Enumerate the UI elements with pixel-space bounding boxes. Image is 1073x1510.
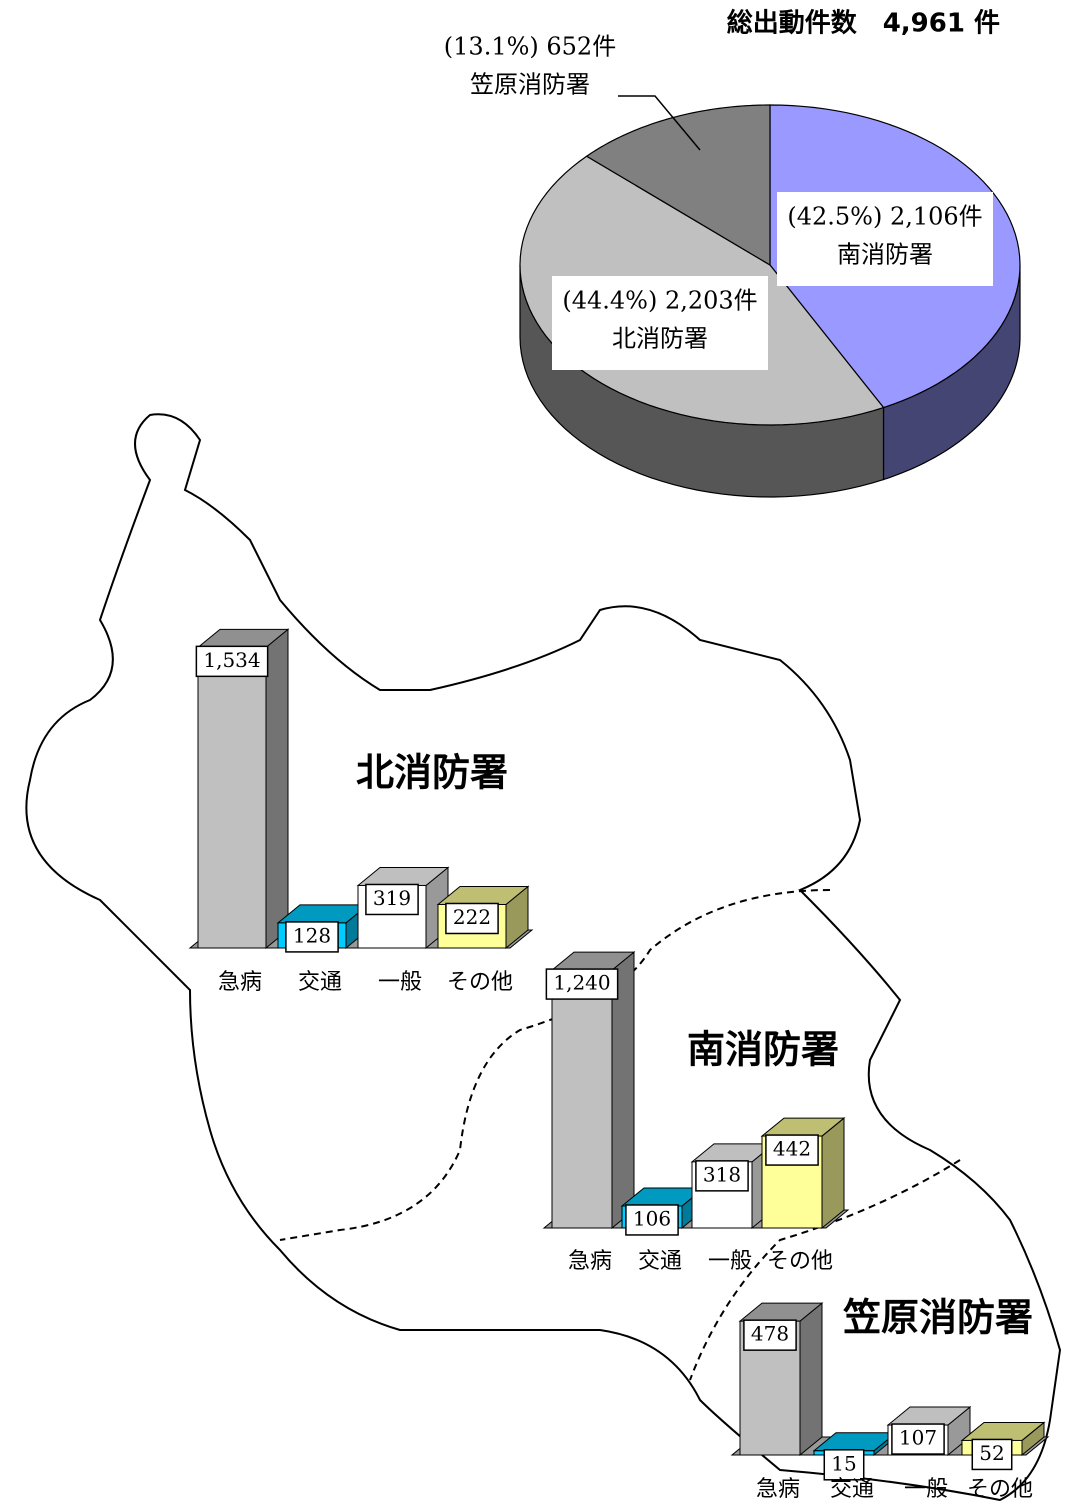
slice-value-label: (44.4%) 2,203件 [562,287,757,315]
chart-title: 笠原消防署 [843,1296,1033,1340]
x-tick-label: その他 [447,970,513,995]
value-label: 1,534 [203,648,260,672]
slice-label: 笠原消防署 [470,71,590,99]
x-tick-label: 交通 [638,1249,682,1274]
value-label: 107 [899,1426,937,1450]
value-label-box [365,883,419,916]
x-tick-label: その他 [767,1249,833,1274]
bar-side [799,1302,823,1457]
value-label: 478 [751,1322,789,1346]
x-tick-label: 交通 [830,1477,874,1502]
x-tick-label: 急病 [568,1249,612,1274]
value-label: 128 [293,923,331,947]
value-label: 319 [373,886,411,910]
value-label: 222 [453,905,491,929]
pie-slice [585,104,771,267]
bar [197,646,267,949]
label-box [777,192,993,286]
district-boundary [279,889,831,1241]
chart-title: 総出動件数 4,961 件 [727,8,1000,39]
value-label-box [195,645,269,678]
x-tick-label: 一般 [904,1477,948,1502]
value-label-box [445,902,499,935]
label-box [552,276,768,370]
value-label: 52 [979,1441,1004,1465]
value-label: 1,240 [553,971,610,995]
value-label-box [285,921,339,953]
value-label: 15 [831,1451,856,1475]
x-tick-label: その他 [967,1477,1033,1502]
value-label-box [765,1134,819,1166]
leader-line [618,95,701,151]
bar [551,969,613,1229]
x-tick-label: 急病 [756,1477,800,1502]
chart-title: 南消防署 [687,1028,839,1072]
x-tick-label: 急病 [218,970,262,995]
value-label-box [823,1449,865,1481]
value-label-box [891,1423,945,1455]
slice-value-label: (42.5%) 2,106件 [787,203,982,231]
value-label-box [625,1204,679,1236]
x-tick-label: 一般 [378,970,422,995]
value-label: 106 [633,1206,671,1230]
chart-title: 北消防署 [356,751,508,795]
bar-side [821,1117,845,1230]
x-tick-label: 一般 [708,1249,752,1274]
district-boundary [689,1159,961,1381]
slice-label: 南消防署 [837,241,933,269]
value-label-box [695,1160,749,1192]
x-tick-label: 交通 [298,970,342,995]
value-label-box [971,1438,1013,1471]
bar-side [265,628,289,950]
slice-value-label: (13.1%) 652件 [444,33,616,61]
value-label: 442 [773,1137,811,1161]
value-label-box [743,1319,797,1351]
value-label-box [545,968,619,1000]
slice-label: 北消防署 [612,325,708,353]
value-label: 318 [703,1162,741,1186]
map-outline [25,413,1062,1502]
